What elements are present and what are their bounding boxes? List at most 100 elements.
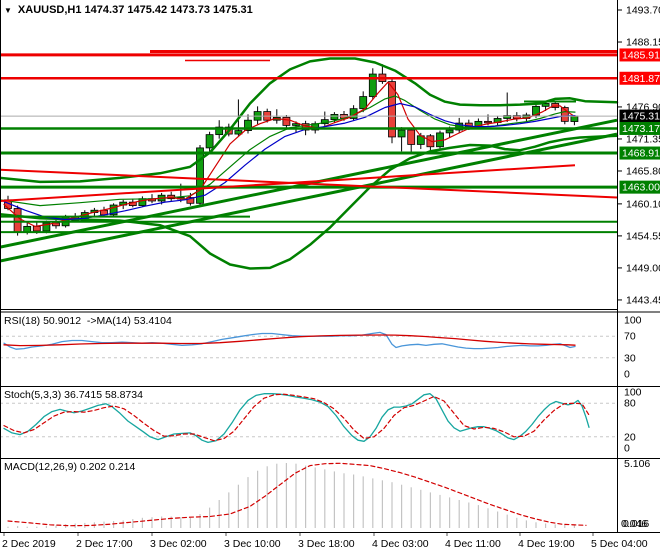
time-axis-label: 3 Dec 10:00: [224, 538, 281, 550]
price-axis[interactable]: 1493.701488.151476.901471.351465.801460.…: [617, 5, 660, 307]
candle-down[interactable]: [560, 105, 569, 125]
indicator-axis-label: 80: [624, 398, 636, 410]
indicator-axis-label: 0: [624, 369, 630, 381]
price-badge-label: 1473.17: [622, 123, 660, 135]
candle-body: [196, 147, 204, 204]
candle-body: [13, 208, 22, 233]
symbol-dropdown-icon[interactable]: ▼: [4, 5, 12, 15]
price-tick-label: 1443.45: [626, 294, 660, 306]
candle-body: [109, 204, 118, 216]
trend-line[interactable]: [0, 132, 618, 263]
time-axis[interactable]: 2 Dec 2019 2 Dec 17:00 3 Dec 02:00 3 Dec 10…: [2, 533, 648, 550]
price-badge-label: 1481.87: [622, 73, 660, 85]
trend-line[interactable]: [0, 164, 576, 202]
stoch-d: [3, 393, 590, 442]
price-badge: [619, 180, 660, 194]
stoch-indicator-label: Stoch(5,3,3) 36.7415 58.8734: [4, 389, 143, 401]
candle-body: [215, 126, 224, 136]
time-axis-label: 3 Dec 02:00: [150, 538, 207, 550]
price-badge: [619, 48, 660, 62]
candle-body: [541, 103, 550, 107]
candle-up[interactable]: [244, 114, 252, 134]
candle-body: [330, 114, 339, 121]
stoch-k: [3, 393, 590, 444]
candle-body: [186, 197, 195, 204]
candle-body: [388, 81, 396, 138]
price-badge: [619, 121, 660, 135]
price-tick-label: 1465.80: [626, 165, 660, 177]
price-tick-label: 1488.15: [626, 37, 660, 49]
band-upper: [0, 57, 619, 184]
price-tick-label: 1449.00: [626, 262, 660, 274]
candle-up[interactable]: [493, 116, 502, 126]
price-tick-label: 1471.35: [626, 133, 660, 145]
indicator-axis-label: 70: [624, 331, 636, 343]
price-badge: [619, 109, 660, 123]
time-axis-label: 4 Dec 11:00: [445, 538, 501, 550]
main-overlays: [0, 50, 619, 270]
candle-body: [560, 107, 569, 122]
candle-body: [368, 73, 377, 97]
candles-series[interactable]: [4, 64, 579, 236]
macd-scale-min-label: 0.046: [621, 518, 647, 530]
candle-down[interactable]: [167, 191, 176, 201]
candle-up[interactable]: [368, 68, 377, 100]
price-badge: [619, 146, 660, 160]
candle-up[interactable]: [196, 145, 204, 206]
price-tick-label: 1460.10: [626, 198, 660, 210]
rsi-panel[interactable]: 100 70 30 0: [0, 315, 642, 381]
candle-up[interactable]: [503, 92, 512, 122]
candle-up[interactable]: [359, 91, 368, 113]
panel-borders: [0, 0, 660, 533]
candle-body: [244, 119, 252, 131]
time-axis-label: 5 Dec 04:00: [591, 538, 648, 550]
ma-slow-blue: [3, 102, 576, 221]
ma-mid-green: [0, 95, 576, 207]
price-badge-label: 1468.91: [622, 148, 660, 160]
candle-body: [445, 129, 454, 134]
macd-indicator-label: MACD(12,26,9) 0.202 0.214: [4, 461, 136, 473]
price-tick-label: 1493.70: [626, 5, 660, 17]
band-lower: [0, 134, 619, 270]
candle-up[interactable]: [205, 131, 214, 154]
candle-up[interactable]: [253, 106, 262, 125]
candle-up[interactable]: [397, 127, 406, 152]
indicator-axis-label: 0: [624, 443, 630, 455]
candle-body: [42, 222, 51, 232]
trend-line[interactable]: [0, 168, 618, 199]
macd-scale-min-label: 0.016: [623, 518, 649, 530]
candle-body: [397, 129, 406, 138]
candle-down[interactable]: [512, 112, 521, 122]
candle-up[interactable]: [349, 105, 358, 121]
time-axis-label: 4 Dec 03:00: [372, 538, 429, 550]
time-axis-label: 2 Dec 17:00: [76, 538, 133, 550]
candle-body: [292, 123, 300, 126]
candle-body: [32, 225, 41, 232]
time-axis-label: 2 Dec 2019: [2, 538, 56, 550]
candle-body: [503, 115, 512, 119]
indicator-axis-label: 100: [624, 387, 642, 399]
price-badge-label: 1485.91: [622, 49, 660, 61]
candle-down[interactable]: [282, 115, 291, 129]
candle-up[interactable]: [109, 203, 118, 216]
symbol-ohlc-text: XAUUSD,H1 1474.37 1475.42 1473.73 1475.3…: [17, 4, 253, 16]
indicator-axis-label: 100: [624, 315, 642, 327]
candle-body: [484, 120, 492, 124]
price-badge-label: 1475.31: [622, 111, 660, 123]
price-badge-label: 1463.00: [622, 182, 660, 194]
candle-body: [234, 130, 243, 135]
candle-body: [282, 116, 291, 126]
candle-up[interactable]: [320, 111, 329, 126]
rsi-indicator-label: RSI(18) 50.9012 ->MA(14) 53.4104: [4, 315, 172, 327]
indicator-axis-label: 20: [624, 431, 636, 443]
candle-down[interactable]: [407, 127, 416, 154]
candle-body: [407, 129, 416, 145]
time-axis-label: 4 Dec 19:00: [518, 538, 575, 550]
candle-down[interactable]: [388, 78, 396, 144]
macd-scale-max-label: 5.106: [624, 458, 650, 470]
candle-down[interactable]: [52, 218, 60, 229]
